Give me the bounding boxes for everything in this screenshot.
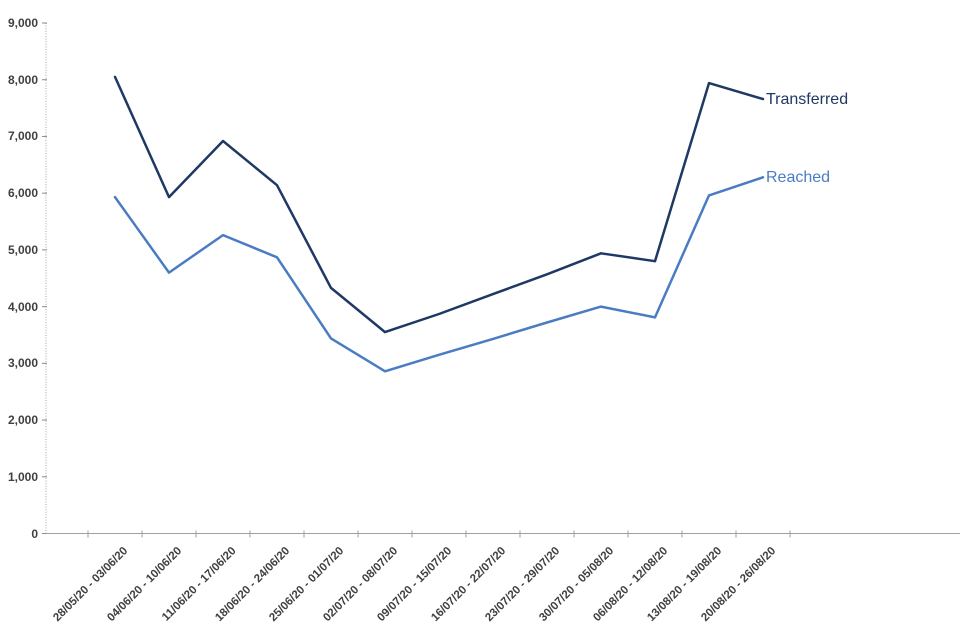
series-label-transferred: Transferred [766, 91, 849, 108]
y-axis-tick-label: 5,000 [7, 242, 38, 257]
y-axis-tick-label: 7,000 [7, 129, 38, 144]
series-label-reached: Reached [766, 169, 831, 187]
y-axis-tick-label: 3,000 [7, 356, 38, 371]
y-axis-tick-label: 0 [31, 526, 38, 541]
y-axis-tick-label: 1,000 [7, 469, 38, 484]
series-line-transferred [113, 75, 765, 334]
y-axis-tick-label: 6,000 [7, 186, 38, 201]
y-axis-tick-label: 9,000 [7, 16, 38, 30]
y-axis-tick-label: 2,000 [7, 413, 38, 428]
y-axis-tick-label: 4,000 [7, 299, 38, 314]
series-line-reached [113, 176, 765, 373]
y-axis-tick-label: 8,000 [7, 72, 38, 87]
